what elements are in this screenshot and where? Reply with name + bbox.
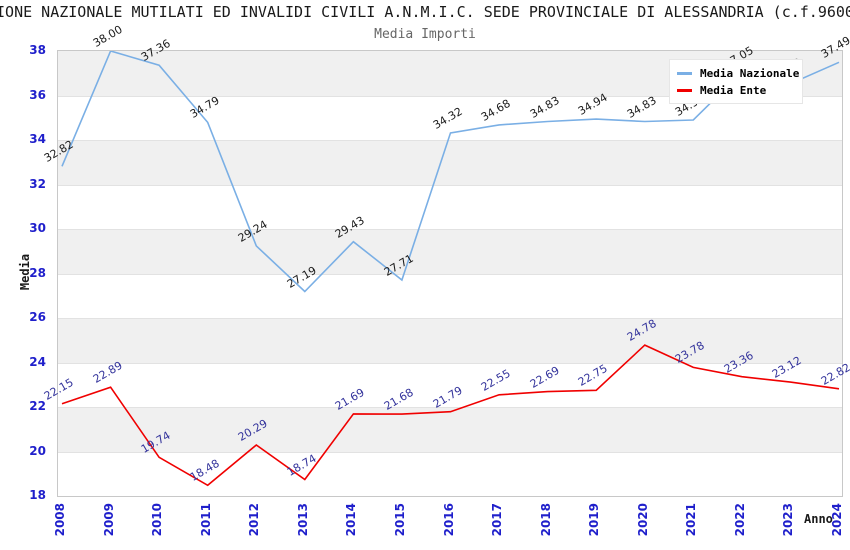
y-tick-label: 24 [29,354,46,369]
media-nazionale-line [61,51,840,293]
y-tick-label: 20 [29,443,46,458]
gridline [58,273,842,275]
y-tick-label: 26 [29,310,46,324]
chart-subtitle: Media Importi [374,27,476,42]
legend-label: Media Ente [700,83,767,97]
x-tick-label: 2009 [101,503,116,537]
media-nazionale-line-swatch-icon [677,71,692,75]
plot-band [58,229,842,274]
y-tick-label: 38 [29,43,46,57]
plot-area: 32.82 38.00 37.36 34.79 29.24 27.19 29.43 27.71… [42,23,850,497]
y-tick-label: 32 [29,176,46,191]
y-tick-label: 34 [29,132,46,146]
gridline [58,407,842,408]
gridline [58,451,842,453]
x-tick-label: 2020 [635,503,650,537]
gridline [58,95,842,97]
x-tick-label: 2021 [684,503,699,537]
x-tick-label: 2019 [587,503,602,537]
y-tick-label: 28 [29,265,46,280]
chart-title: IONE NAZIONALE MUTILATI ED INVALIDI CIVI… [0,3,850,21]
y-tick-label: 18 [29,488,46,502]
plot-band [58,318,842,363]
x-tick-label: 2016 [441,503,456,537]
legend-item-media-nazionale: Media Nazionale [677,65,800,81]
x-tick-label: 2014 [344,503,359,537]
x-tick-label: 2010 [150,503,165,537]
gridline [58,140,842,141]
x-tick-label: 2018 [538,503,553,537]
x-axis-title: Anno [804,512,833,526]
x-tick-label: 2012 [247,503,262,537]
x-tick-label: 2022 [732,503,747,537]
data-point-label: 38.00 [90,22,125,50]
media-ente-line-swatch-icon [677,88,692,92]
gridline [58,229,842,230]
x-tick-label: 2015 [392,503,407,537]
media-ente-line [61,344,840,487]
x-tick-label: 2011 [198,503,213,537]
plot-band [58,407,842,452]
x-tick-label: 2017 [490,503,505,537]
plot-band [58,140,842,185]
gridline [58,318,842,319]
legend: Media Nazionale Media Ente [669,59,803,104]
y-tick-label: 36 [29,87,46,102]
legend-label: Media Nazionale [700,66,800,80]
gridline [58,184,842,186]
x-tick-label: 2008 [53,503,67,537]
gridline [58,362,842,364]
y-tick-label: 22 [29,399,46,413]
series-lines [61,51,840,487]
y-tick-label: 30 [29,221,46,235]
legend-item-media-ente: Media Ente [677,82,798,98]
x-tick-label: 2013 [295,503,310,537]
x-tick-label: 2023 [781,503,796,537]
